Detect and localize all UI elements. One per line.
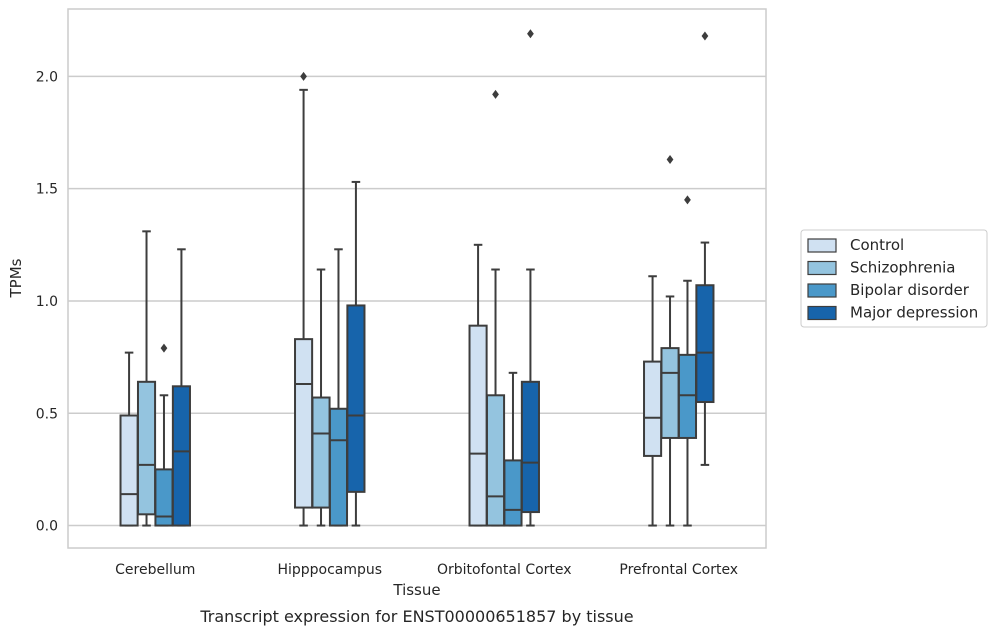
box-schizophrenia	[136, 230, 157, 527]
box-body	[660, 347, 680, 439]
box-major-depression	[520, 29, 540, 527]
box-control	[643, 275, 663, 527]
legend-label: Control	[850, 236, 904, 254]
box-body	[677, 353, 698, 439]
box-major-depression	[171, 248, 191, 527]
box-bipolar-disorder	[677, 195, 698, 527]
plot-area-frame	[67, 8, 767, 549]
legend-swatch	[807, 238, 837, 253]
outlier-point	[300, 71, 307, 81]
outlier-point	[527, 29, 534, 39]
y-axis-label: TPMs	[7, 258, 25, 298]
box-body	[294, 338, 314, 509]
box-schizophrenia	[660, 154, 680, 527]
box-major-depression	[695, 31, 715, 466]
x-tick-label: Prefrontal Cortex	[619, 562, 738, 578]
box-control	[468, 243, 488, 527]
box-body	[119, 414, 139, 527]
legend-label: Bipolar disorder	[850, 281, 970, 299]
box-body	[643, 360, 663, 457]
legend-swatch	[807, 305, 837, 321]
y-tick-label: 1.0	[36, 294, 58, 310]
legend-frame	[800, 229, 988, 328]
legend-swatch	[807, 260, 837, 276]
box-bipolar-disorder	[154, 343, 174, 527]
box-body	[503, 459, 523, 527]
box-body	[520, 380, 540, 514]
y-tick-label: 2.0	[36, 69, 58, 85]
x-axis-label: Tissue	[392, 581, 440, 599]
y-tick-label: 0.5	[36, 406, 58, 422]
box-body	[468, 324, 488, 527]
x-tick-label: Orbitofontal Cortex	[437, 562, 572, 578]
x-axis-ticks: Cerebellum Hipppocampus Orbitofontal Corte…	[115, 562, 738, 578]
box-body	[346, 304, 366, 493]
y-tick-label: 1.5	[36, 182, 58, 198]
box-bipolar-disorder	[328, 248, 349, 527]
legend-label: Schizophrenia	[850, 259, 955, 277]
x-tick-label: Cerebellum	[115, 562, 195, 578]
outlier-point	[666, 154, 674, 164]
box-body	[695, 284, 715, 404]
box-schizophrenia	[311, 268, 331, 527]
x-tick-label: Hipppocampus	[277, 562, 382, 578]
y-axis-ticks: 0.0 0.5 1.0 1.5 2.0	[36, 69, 58, 534]
outlier-point	[684, 195, 691, 205]
box-body	[328, 407, 349, 527]
outlier-point	[160, 343, 168, 353]
box-bipolar-disorder	[503, 371, 523, 527]
chart-caption: Transcript expression for ENST0000065185…	[199, 607, 633, 626]
box-body	[171, 385, 191, 527]
box-schizophrenia	[485, 89, 506, 527]
box-control	[119, 351, 139, 527]
legend-label: Major depression	[850, 304, 978, 322]
box-control	[294, 71, 314, 527]
box-major-depression	[346, 180, 366, 527]
box-body	[311, 396, 331, 509]
outlier-point	[701, 31, 709, 41]
box-body	[485, 394, 506, 527]
y-tick-label: 0.0	[36, 519, 58, 535]
box-plots	[119, 29, 715, 527]
box-body	[136, 380, 157, 516]
legend: Control Schizophrenia Bipolar disorder Majo…	[800, 229, 988, 328]
outlier-point	[492, 89, 499, 99]
legend-swatch	[807, 283, 837, 298]
